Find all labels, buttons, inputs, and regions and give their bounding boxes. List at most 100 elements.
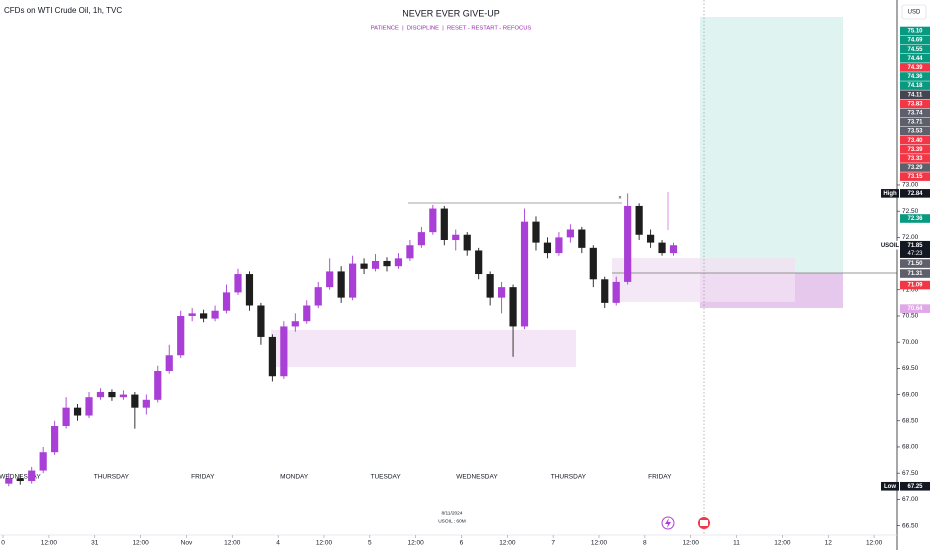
level-tag	[900, 259, 930, 268]
level-tag-label: 71.50	[907, 261, 923, 267]
candle-body	[154, 370, 162, 400]
price-tag	[900, 26, 930, 36]
candle-body	[62, 407, 70, 427]
candle-body	[280, 326, 288, 377]
candle-body	[463, 234, 471, 251]
price-tag-label: 74.55	[907, 47, 923, 53]
currency: USD	[908, 10, 921, 16]
price-tag	[900, 135, 930, 145]
candle-body	[429, 208, 437, 233]
x-tick-label: 6	[460, 540, 464, 547]
price-tag-label: 73.29	[907, 165, 923, 171]
x-tick-label: 12:00	[499, 540, 516, 547]
day-label: MONDAY	[280, 474, 309, 481]
candle-body	[578, 229, 586, 248]
candle-body	[383, 260, 391, 267]
candle-body	[589, 247, 597, 280]
day-label: THURSDAY	[94, 474, 130, 481]
candle-body	[16, 478, 24, 482]
price-tag	[900, 126, 930, 136]
y-tick-label: 72.50	[902, 208, 919, 215]
candle-body	[291, 321, 299, 327]
price-tag	[900, 172, 930, 181]
candle-body	[646, 234, 655, 243]
plot: WEDNESDAYTHURSDAYFRIDAYMONDAYTUESDAYWEDN…	[0, 193, 678, 487]
level-tag	[900, 481, 930, 491]
level-tag-name: USOIL	[881, 243, 900, 249]
candle-body	[188, 313, 196, 316]
price-tag	[900, 35, 930, 45]
headline: NEVER EVER GIVE-UP	[402, 8, 500, 18]
price-tag	[900, 81, 930, 90]
candle-body	[417, 232, 425, 246]
level-tag-name: Low	[884, 484, 896, 490]
candle-body	[303, 305, 311, 322]
day-label: THURSDAY	[551, 474, 587, 481]
price-tag-label: 74.36	[907, 74, 923, 80]
x-tick-label: 4	[276, 540, 280, 547]
y-tick-label: 66.50	[902, 522, 919, 529]
price-tag	[900, 108, 930, 118]
y-tick-label: 72.00	[902, 234, 919, 241]
level-tag	[900, 189, 930, 198]
x-tick-label: 12:00	[316, 540, 333, 547]
currency-box	[901, 4, 927, 20]
candle-body	[85, 397, 93, 416]
candle-body	[177, 315, 185, 356]
candle-body	[555, 237, 563, 254]
y-tick-label: 67.50	[902, 470, 919, 477]
price-tag	[900, 99, 930, 109]
candle-body	[658, 242, 666, 254]
candle-body	[39, 452, 47, 471]
x-tick-label: 7	[551, 540, 555, 547]
candle-body	[131, 394, 139, 408]
subtitle: PATIENCE | DISCIPLINE | RESET - RESTART …	[371, 26, 532, 32]
lightning	[665, 518, 671, 528]
candle-body	[349, 263, 357, 298]
y-tick-label: 68.50	[902, 417, 919, 424]
candle-body	[268, 336, 276, 377]
y-tick-label: 69.00	[902, 391, 919, 398]
candle-body	[566, 229, 574, 238]
price-tag-label: 74.69	[907, 38, 923, 44]
level-tag-label: 67.25	[907, 484, 923, 490]
price-tag-label: 73.53	[907, 129, 923, 135]
price-tag	[900, 54, 930, 63]
level-tag-name-box	[881, 189, 899, 198]
price-tag-label: 73.83	[907, 101, 923, 107]
price-tag	[900, 145, 930, 154]
level-tag-label: 71.85	[907, 243, 923, 249]
level-tag-label: 72.36	[907, 216, 923, 222]
price-tag-label: 73.74	[907, 110, 923, 116]
candle-body	[612, 281, 620, 303]
candle-body	[520, 221, 529, 327]
candle-body	[200, 313, 208, 319]
candle-body	[452, 234, 460, 240]
price-tag	[900, 44, 930, 54]
candle-body	[257, 305, 265, 337]
price-tag-label: 74.11	[908, 92, 923, 98]
x-tick-label: 5	[368, 540, 372, 547]
candle-body	[669, 245, 678, 254]
y-tick-label: 73.00	[902, 182, 919, 189]
candle-body	[5, 478, 13, 484]
x-tick-label: 12:00	[683, 540, 700, 547]
x-tick-label: Nov	[181, 540, 193, 547]
price-tag-label: 75.10	[907, 29, 923, 35]
price-tag-label: 73.39	[907, 147, 923, 153]
x-tick-label: 12:00	[224, 540, 241, 547]
y-tick-label: 70.00	[902, 339, 919, 346]
level-tag-label: 71.09	[907, 283, 923, 289]
candle-body	[73, 407, 82, 416]
candle-body	[234, 274, 242, 293]
x-tick-label: 11	[733, 540, 740, 547]
candle-body	[509, 287, 517, 327]
candle-body	[498, 287, 506, 298]
candle-body	[360, 263, 368, 269]
x-tick-label: 12:00	[591, 540, 608, 547]
candle-body	[486, 274, 494, 298]
drawings: ×	[271, 0, 897, 535]
day-label: FRIDAY	[648, 474, 672, 481]
candle-body	[108, 391, 116, 398]
x-tick-label: 12	[825, 540, 833, 547]
